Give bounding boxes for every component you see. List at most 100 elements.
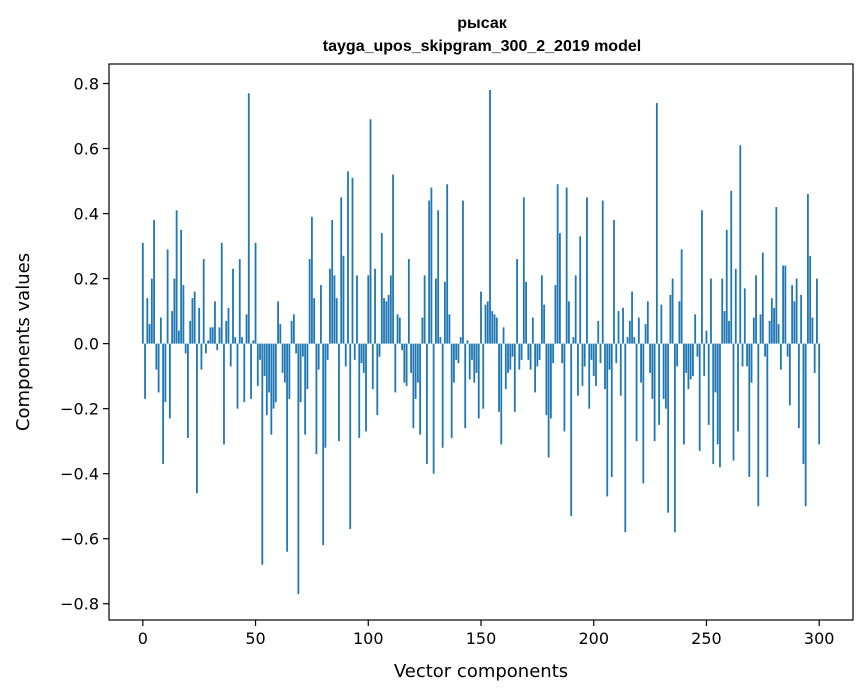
bar <box>281 343 284 373</box>
bar <box>737 343 739 432</box>
bar <box>250 343 252 399</box>
bar <box>802 343 805 464</box>
x-tick-label: 100 <box>353 629 384 648</box>
bar <box>719 343 721 468</box>
bar <box>723 311 726 344</box>
bar <box>750 343 753 383</box>
bar <box>374 268 376 344</box>
bar <box>466 340 469 344</box>
bar <box>369 119 372 344</box>
bar <box>320 285 322 344</box>
bar <box>570 343 573 516</box>
bar <box>401 343 403 351</box>
bar <box>586 197 588 344</box>
bar <box>809 255 812 344</box>
bar <box>673 343 676 533</box>
bar <box>432 343 435 474</box>
bar <box>692 343 694 377</box>
bar <box>322 343 325 546</box>
bar <box>205 343 207 354</box>
bar <box>782 265 785 344</box>
bar <box>775 207 778 344</box>
y-tick-label: −0.6 <box>60 530 99 549</box>
bar <box>396 314 399 344</box>
bar <box>315 343 318 455</box>
bar <box>313 298 316 344</box>
bar <box>788 343 791 406</box>
bar <box>184 343 187 354</box>
bar <box>604 343 606 390</box>
bar <box>480 291 482 344</box>
bar <box>628 320 631 344</box>
bar <box>232 268 234 344</box>
bar <box>148 324 151 344</box>
bar <box>189 320 192 344</box>
bar <box>556 184 559 344</box>
bar <box>340 197 343 344</box>
bar <box>640 343 642 383</box>
bar <box>755 275 757 344</box>
bar <box>270 343 273 435</box>
bar <box>748 343 751 477</box>
y-tick-label: −0.4 <box>60 465 99 484</box>
bar <box>644 324 647 344</box>
bar <box>356 275 358 344</box>
bar <box>457 343 460 364</box>
bar <box>669 294 672 344</box>
x-tick-label: 300 <box>804 629 835 648</box>
bar <box>680 249 683 344</box>
bar <box>554 285 557 344</box>
bar <box>484 304 487 344</box>
bar <box>435 278 437 344</box>
y-tick-label: 0.4 <box>74 205 99 224</box>
bar <box>504 343 507 390</box>
bar <box>687 343 690 390</box>
bar <box>816 278 818 344</box>
bar <box>365 343 367 432</box>
bar <box>577 343 579 396</box>
bar <box>272 343 275 409</box>
bar <box>389 275 392 344</box>
bar <box>200 343 203 370</box>
bar <box>538 343 541 360</box>
bar <box>214 301 216 344</box>
bar <box>383 298 385 344</box>
bar <box>563 343 566 432</box>
bar <box>141 242 144 344</box>
bar <box>256 343 259 386</box>
bar <box>173 278 176 344</box>
bar <box>265 343 268 416</box>
bar <box>502 327 505 344</box>
bar <box>732 343 735 461</box>
bar <box>804 343 807 507</box>
bar <box>703 343 706 377</box>
bar <box>698 343 701 451</box>
bar <box>646 301 649 344</box>
bar <box>338 343 340 442</box>
bar <box>295 343 298 354</box>
bar <box>536 343 539 367</box>
bar <box>624 343 627 533</box>
bar <box>146 298 149 344</box>
bar <box>444 281 446 344</box>
bar <box>283 343 286 383</box>
bar <box>333 275 336 344</box>
bar <box>279 324 282 344</box>
bar <box>335 298 338 344</box>
bar <box>516 259 518 344</box>
bar <box>574 275 577 344</box>
bar <box>347 171 349 344</box>
bar <box>218 327 221 344</box>
bar <box>419 343 422 435</box>
bar <box>245 314 248 344</box>
bar <box>552 343 555 364</box>
bar <box>367 275 370 344</box>
bar <box>761 252 764 344</box>
bar <box>543 304 546 344</box>
bar <box>247 93 250 344</box>
bar <box>182 285 185 344</box>
bar <box>439 337 442 344</box>
bar <box>626 337 629 344</box>
bar <box>225 320 228 344</box>
